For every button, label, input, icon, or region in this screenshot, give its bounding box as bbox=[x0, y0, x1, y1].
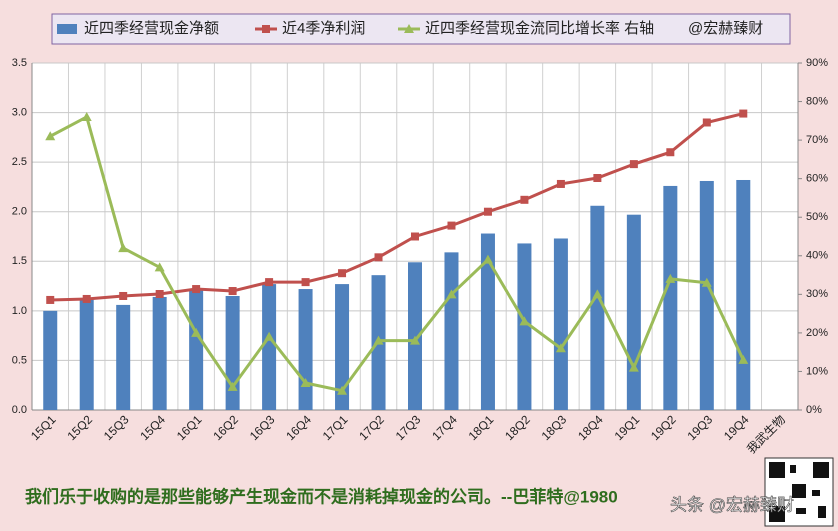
y-tick-label: 3.0 bbox=[12, 106, 27, 118]
bar bbox=[480, 233, 495, 410]
y2-tick-label: 10% bbox=[806, 365, 828, 377]
line-marker bbox=[45, 131, 56, 141]
line-marker bbox=[447, 221, 456, 230]
line-marker bbox=[519, 316, 530, 326]
line-marker bbox=[665, 273, 676, 283]
bar bbox=[43, 310, 58, 410]
y2-tick-label: 50% bbox=[806, 211, 828, 223]
line-marker bbox=[373, 335, 384, 345]
bar bbox=[116, 304, 131, 410]
bar bbox=[298, 289, 313, 410]
y-tick-label: 0.5 bbox=[12, 354, 27, 366]
line-marker bbox=[739, 109, 748, 118]
legend-marker bbox=[404, 24, 414, 33]
line-marker bbox=[265, 278, 274, 287]
bar bbox=[553, 238, 568, 410]
legend-label: 近4季净利润 bbox=[282, 20, 365, 37]
line-marker bbox=[483, 207, 492, 216]
quote: 我们乐于收购的是那些能够产生现金而不是消耗掉现金的公司。--巴菲特@1980 bbox=[25, 486, 618, 506]
line-marker bbox=[555, 343, 566, 353]
line-marker bbox=[46, 295, 55, 304]
line bbox=[50, 112, 744, 302]
line-marker bbox=[300, 378, 311, 388]
bar bbox=[262, 284, 277, 410]
line-marker bbox=[410, 335, 420, 345]
line-marker bbox=[629, 160, 638, 169]
line-marker bbox=[701, 277, 712, 287]
line-marker bbox=[155, 290, 164, 299]
y-tick-label: 3.5 bbox=[12, 57, 27, 69]
line-marker bbox=[227, 381, 238, 391]
bar bbox=[626, 214, 641, 410]
line-marker bbox=[301, 278, 310, 287]
bar bbox=[663, 185, 678, 410]
line-marker bbox=[520, 195, 529, 204]
watermark: 头条 @宏赫臻财 bbox=[670, 495, 794, 514]
y2-tick-label: 0% bbox=[806, 404, 822, 416]
line-marker bbox=[264, 331, 275, 341]
bar bbox=[79, 299, 94, 410]
y2-tick-label: 60% bbox=[806, 173, 828, 185]
line-marker bbox=[666, 148, 675, 157]
line-marker bbox=[482, 254, 493, 264]
line-marker bbox=[82, 294, 91, 303]
y2-tick-label: 80% bbox=[806, 95, 828, 107]
line-marker bbox=[593, 174, 602, 183]
line-marker bbox=[118, 243, 129, 253]
bar bbox=[335, 284, 350, 410]
y2-tick-label: 70% bbox=[806, 134, 828, 146]
bar bbox=[699, 180, 714, 410]
line-marker bbox=[81, 111, 92, 121]
line-marker bbox=[592, 289, 603, 299]
bar bbox=[444, 252, 459, 410]
legend-marker bbox=[262, 25, 270, 33]
y-tick-label: 0.0 bbox=[12, 404, 27, 416]
y-tick-label: 1.5 bbox=[12, 255, 27, 267]
line-marker bbox=[738, 354, 749, 364]
bar bbox=[189, 290, 204, 410]
y-tick-label: 2.0 bbox=[12, 206, 27, 218]
line-marker bbox=[337, 385, 348, 395]
qr-code bbox=[764, 457, 834, 527]
y-tick-label: 2.5 bbox=[12, 156, 27, 168]
y2-tick-label: 20% bbox=[806, 327, 828, 339]
y-tick-label: 1.0 bbox=[12, 305, 27, 317]
bar bbox=[225, 295, 240, 410]
y2-tick-label: 30% bbox=[806, 288, 828, 300]
line-marker bbox=[119, 291, 128, 300]
line-marker bbox=[192, 285, 201, 294]
bar bbox=[152, 296, 167, 410]
bar bbox=[517, 243, 532, 410]
line-marker bbox=[154, 262, 165, 272]
line-marker bbox=[556, 179, 565, 188]
line-marker bbox=[228, 287, 237, 296]
y2-tick-label: 40% bbox=[806, 250, 828, 262]
line-marker bbox=[374, 253, 383, 262]
line-marker bbox=[628, 362, 639, 372]
legend-label: 近四季经营现金流同比增长率 右轴 bbox=[425, 20, 654, 37]
legend-label: 近四季经营现金净额 bbox=[84, 20, 219, 37]
line-marker bbox=[702, 118, 711, 127]
line-marker bbox=[338, 269, 347, 278]
legend-note: @宏赫臻财 bbox=[688, 20, 763, 37]
bar bbox=[736, 179, 751, 410]
legend-box bbox=[51, 13, 791, 45]
line-marker bbox=[446, 289, 457, 299]
line-marker bbox=[411, 232, 419, 241]
line bbox=[49, 114, 745, 393]
legend-swatch bbox=[57, 24, 77, 34]
bar bbox=[590, 205, 605, 410]
line-marker bbox=[191, 327, 202, 337]
y2-tick-label: 90% bbox=[806, 57, 828, 69]
